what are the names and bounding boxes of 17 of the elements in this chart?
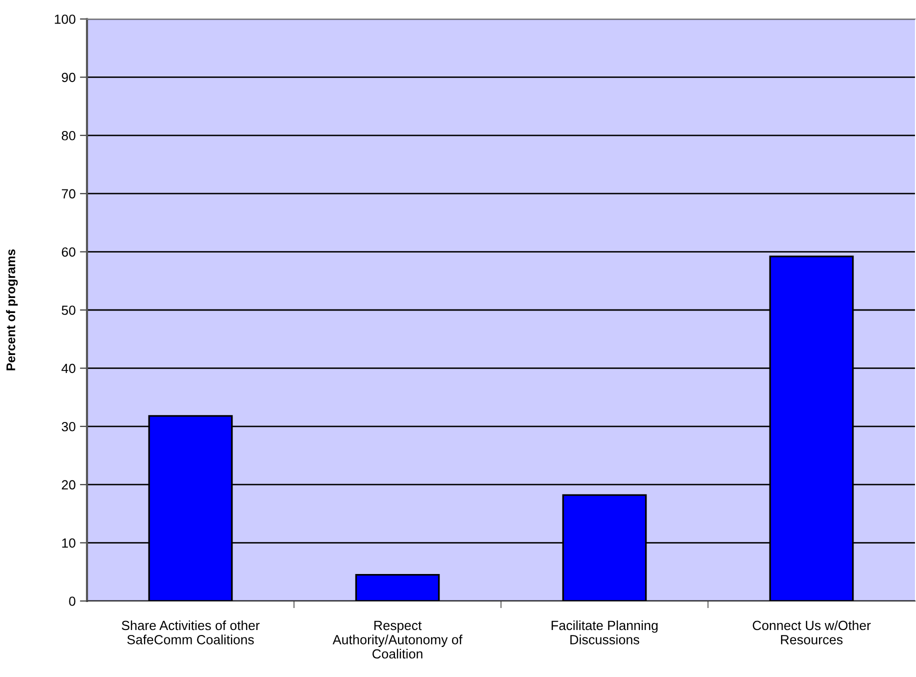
y-tick-label: 20 [62, 480, 76, 490]
y-tick-label: 100 [54, 14, 76, 24]
bar [355, 574, 440, 601]
y-tick-label: 50 [62, 306, 76, 315]
y-tick-label: 30 [62, 422, 76, 432]
y-tick-label: 40 [62, 364, 76, 374]
y-tick-label: 90 [62, 72, 76, 82]
y-tick-label: 80 [62, 130, 76, 140]
x-tick-label: Connect Us w/Other Resources [752, 620, 871, 644]
x-tick-label: Facilitate Planning Discussions [552, 620, 658, 644]
y-axis-title: Percent of programs [6, 249, 18, 370]
y-tick-label: 10 [62, 538, 76, 548]
y-tick-label: 0 [69, 596, 76, 606]
y-tick-label: 70 [62, 189, 76, 199]
y-tick-label: 60 [62, 247, 76, 257]
x-tick-label: Respect Authority/Autonomy of Coalition [332, 620, 462, 659]
x-tick-label: Share Activities of other SafeComm Coalitions [122, 620, 260, 644]
